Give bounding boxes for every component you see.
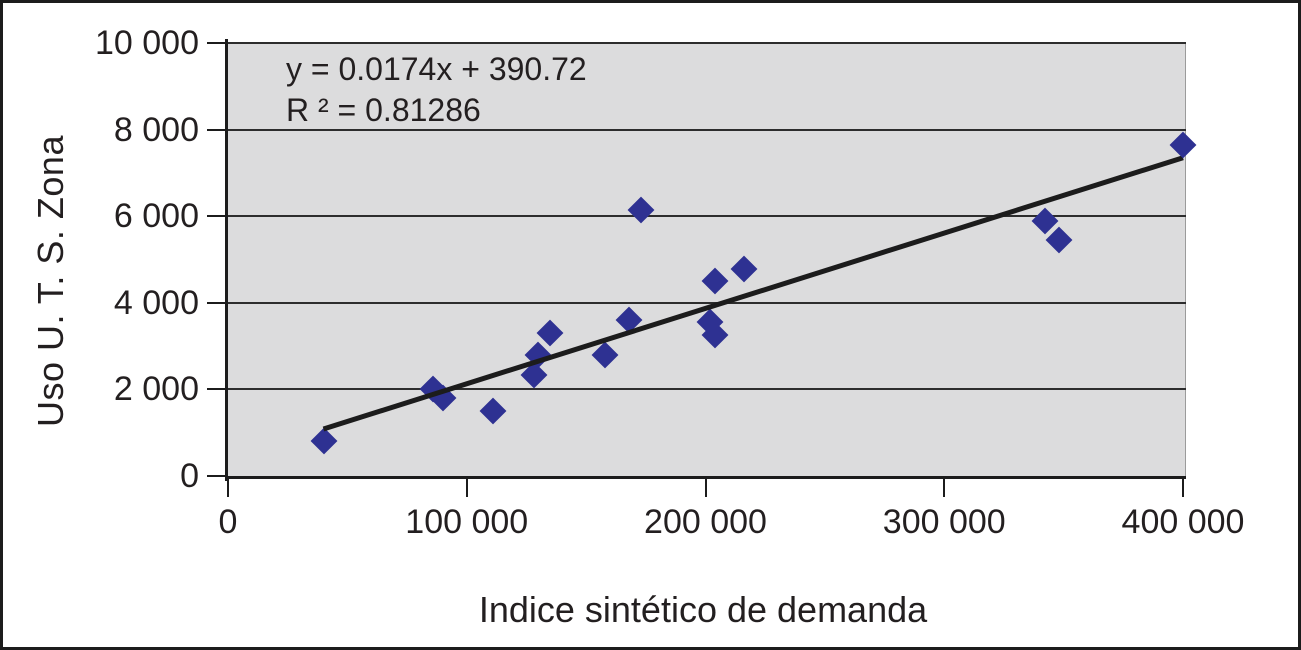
trendline [322,155,1184,432]
y-tick-mark [207,388,225,391]
trendline-equation: y = 0.0174x + 390.72 [286,51,587,87]
gridline [228,388,1186,391]
x-tick-label: 300 000 [882,503,1006,541]
gridline [228,215,1186,218]
gridline [228,42,1186,44]
y-tick-label: 10 000 [95,24,199,62]
y-tick-label: 8 000 [113,110,199,149]
y-tick-mark [207,215,225,218]
x-tick-label: 200 000 [644,503,767,541]
x-axis-title: Indice sintético de demanda [478,589,928,630]
y-tick-mark [207,128,225,131]
r-squared-value: R ² = 0.81286 [286,92,481,128]
y-tick-label: 0 [180,457,199,495]
plot-right-edge [1185,43,1186,476]
y-tick-mark [207,301,225,304]
trendline-annotation: y = 0.0174x + 390.72 R ² = 0.81286 [286,49,587,131]
y-tick-mark [207,42,225,44]
x-tick-mark [704,479,707,497]
x-tick-mark [227,479,229,497]
x-axis-line [225,476,1186,479]
y-tick-label: 2 000 [113,370,199,409]
x-tick-label: 0 [218,503,238,541]
gridline [228,128,1186,131]
y-axis-line [225,39,228,481]
gridline [228,301,1186,304]
y-tick-mark [207,475,225,477]
y-axis-title: Uso U. T. S. Zona [30,135,71,427]
x-tick-mark [1182,479,1184,497]
x-tick-mark [943,479,946,497]
x-tick-label: 100 000 [405,503,529,541]
y-tick-label: 6 000 [113,197,199,236]
x-tick-label: 400 000 [1121,503,1245,541]
y-tick-label: 4 000 [113,283,199,322]
plot-area [207,42,1197,497]
x-tick-mark [465,479,468,497]
